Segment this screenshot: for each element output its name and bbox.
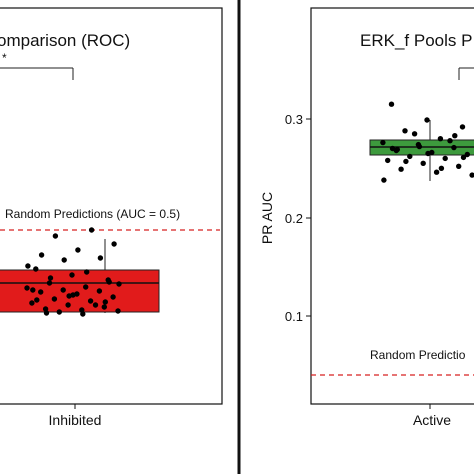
pr-panel: ERK_f Pools P PR AUC 0.3 0.2 0.1 Random … — [259, 7, 474, 428]
roc-point — [110, 294, 116, 300]
pr-y-axis: 0.3 0.2 0.1 — [285, 112, 311, 324]
pr-point — [380, 139, 386, 146]
roc-x-tick-label: Inhibited — [49, 412, 102, 428]
roc-point — [87, 298, 94, 304]
roc-point — [66, 293, 72, 299]
roc-panel: omparison (ROC) * Random Predictions (AU… — [0, 7, 223, 428]
pr-point — [407, 153, 413, 160]
pr-point — [416, 143, 423, 150]
roc-point — [46, 280, 53, 286]
pr-point — [425, 150, 431, 157]
roc-point — [51, 296, 58, 302]
pr-point — [388, 101, 395, 107]
roc-point — [30, 287, 36, 293]
roc-point — [29, 300, 35, 306]
pr-plot-border — [310, 7, 474, 405]
roc-title: omparison (ROC) — [0, 31, 130, 50]
pr-point — [394, 146, 400, 153]
pr-point — [411, 131, 418, 137]
roc-point — [24, 285, 30, 291]
pr-point — [385, 157, 391, 164]
pr-point — [437, 136, 444, 142]
pr-point — [451, 144, 457, 151]
roc-point — [25, 263, 31, 269]
roc-point — [106, 279, 112, 285]
pr-x-tick-label: Active — [413, 412, 451, 428]
roc-point — [38, 252, 45, 258]
pr-point — [398, 166, 404, 172]
roc-point — [38, 289, 44, 295]
pr-title: ERK_f Pools P — [360, 31, 472, 50]
roc-point — [88, 227, 95, 233]
roc-point — [83, 284, 89, 290]
roc-point — [75, 247, 81, 253]
roc-point — [61, 257, 67, 263]
roc-point — [102, 299, 109, 305]
roc-point — [52, 233, 59, 239]
pr-point — [438, 165, 445, 171]
roc-point — [60, 287, 66, 293]
roc-points — [24, 227, 122, 317]
roc-point — [115, 308, 121, 314]
roc-reference-label: Random Predictions (AUC = 0.5) — [5, 207, 180, 221]
roc-box — [0, 269, 160, 313]
pr-y-tick-label-0.1: 0.1 — [285, 309, 303, 324]
pr-point — [433, 169, 440, 175]
roc-point — [80, 311, 86, 317]
roc-point — [47, 275, 54, 281]
pr-y-tick-label-0.3: 0.3 — [285, 112, 303, 127]
roc-plot-border — [0, 7, 223, 405]
pr-point — [464, 151, 470, 158]
pr-point — [442, 155, 448, 162]
roc-point — [33, 266, 39, 272]
pr-point — [469, 172, 474, 178]
pr-y-axis-label: PR AUC — [259, 192, 275, 244]
roc-point — [65, 302, 71, 308]
roc-point — [116, 281, 122, 287]
roc-significance-label: * — [2, 51, 7, 65]
pr-point — [403, 158, 409, 165]
pr-point — [456, 163, 462, 169]
pr-y-tick-label-0.2: 0.2 — [285, 211, 303, 226]
roc-point — [43, 310, 50, 316]
pr-point — [389, 145, 396, 152]
roc-point — [111, 241, 117, 247]
pr-reference-label: Random Predictio — [370, 348, 466, 362]
roc-point — [56, 309, 62, 315]
pr-point — [402, 128, 408, 134]
pr-point — [452, 133, 458, 139]
pr-point — [447, 138, 453, 144]
roc-point — [92, 302, 99, 308]
roc-point — [84, 269, 90, 275]
roc-point — [69, 272, 75, 278]
pr-point — [420, 160, 426, 166]
roc-point — [96, 288, 103, 294]
pr-point — [381, 177, 387, 183]
pr-point — [424, 117, 430, 123]
pr-points — [380, 101, 474, 183]
roc-point — [34, 297, 40, 303]
roc-point — [101, 304, 108, 310]
pr-point — [459, 124, 466, 130]
pr-point — [460, 154, 467, 161]
roc-point — [97, 255, 104, 261]
